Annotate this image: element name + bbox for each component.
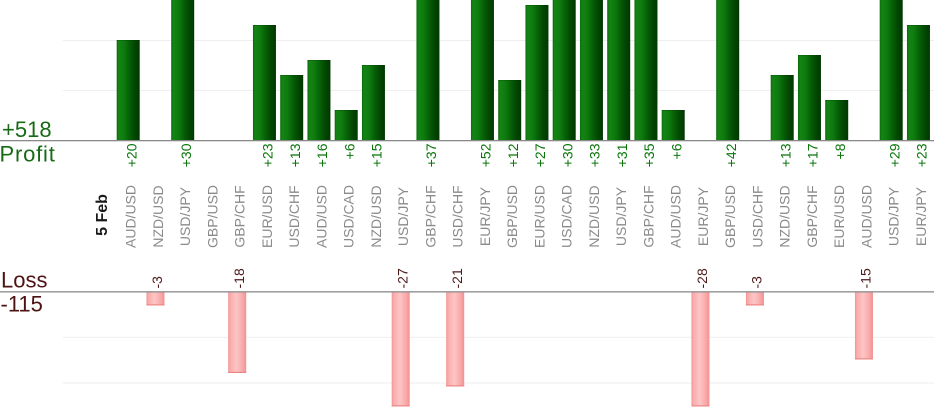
svg-text:-21: -21	[449, 268, 465, 288]
svg-text:+52: +52	[478, 143, 494, 167]
svg-text:+30: +30	[559, 143, 575, 167]
svg-text:-15: -15	[858, 268, 874, 288]
svg-text:AUD/USD: AUD/USD	[858, 185, 874, 248]
svg-text:EUR/USD: EUR/USD	[531, 185, 547, 248]
svg-text:USD/CHF: USD/CHF	[286, 185, 302, 247]
svg-text:GBP/CHF: GBP/CHF	[232, 185, 248, 247]
svg-text:GBP/USD: GBP/USD	[504, 185, 520, 248]
svg-text:-27: -27	[394, 268, 410, 288]
svg-text:USD/JPY: USD/JPY	[395, 186, 411, 246]
svg-text:+23: +23	[260, 143, 276, 167]
svg-text:-3: -3	[149, 276, 165, 289]
svg-text:+13: +13	[287, 143, 303, 167]
svg-text:+29: +29	[886, 143, 902, 167]
svg-text:AUD/USD: AUD/USD	[313, 185, 329, 248]
svg-text:GBP/CHF: GBP/CHF	[640, 185, 656, 247]
svg-text:+15: +15	[369, 143, 385, 167]
svg-text:+13: +13	[777, 143, 793, 167]
svg-text:+6: +6	[668, 143, 684, 159]
svg-text:EUR/JPY: EUR/JPY	[913, 186, 929, 246]
svg-text:GBP/USD: GBP/USD	[204, 185, 220, 248]
svg-text:USD/CHF: USD/CHF	[749, 185, 765, 247]
svg-text:+35: +35	[641, 143, 657, 167]
svg-text:5 Feb: 5 Feb	[94, 194, 111, 236]
svg-text:USD/JPY: USD/JPY	[613, 186, 629, 246]
svg-text:+518: +518	[2, 117, 52, 142]
svg-text:GBP/CHF: GBP/CHF	[804, 185, 820, 247]
svg-text:Profit: Profit	[0, 142, 56, 167]
svg-text:NZD/USD: NZD/USD	[777, 185, 793, 247]
svg-text:GBP/CHF: GBP/CHF	[422, 185, 438, 247]
svg-text:+8: +8	[832, 143, 848, 159]
svg-text:-28: -28	[694, 268, 710, 288]
svg-text:+27: +27	[532, 143, 548, 167]
svg-text:+31: +31	[614, 143, 630, 167]
svg-text:USD/CAD: USD/CAD	[559, 185, 575, 248]
svg-text:USD/JPY: USD/JPY	[177, 186, 193, 246]
svg-text:+37: +37	[423, 143, 439, 167]
svg-text:+17: +17	[805, 143, 821, 167]
svg-text:+20: +20	[123, 143, 139, 167]
svg-text:+12: +12	[505, 143, 521, 167]
svg-text:+30: +30	[178, 143, 194, 167]
svg-text:+23: +23	[914, 143, 930, 167]
svg-text:-3: -3	[749, 276, 765, 289]
svg-text:Loss: Loss	[1, 268, 47, 293]
svg-text:EUR/USD: EUR/USD	[831, 185, 847, 248]
svg-text:GBP/USD: GBP/USD	[722, 185, 738, 248]
svg-text:EUR/JPY: EUR/JPY	[477, 186, 493, 246]
svg-text:+42: +42	[723, 143, 739, 167]
svg-text:AUD/USD: AUD/USD	[123, 185, 139, 248]
svg-text:EUR/JPY: EUR/JPY	[695, 186, 711, 246]
svg-text:+16: +16	[314, 143, 330, 167]
svg-text:-115: -115	[1, 292, 43, 317]
svg-text:NZD/USD: NZD/USD	[586, 185, 602, 247]
svg-text:+6: +6	[341, 143, 357, 159]
svg-text:+33: +33	[587, 143, 603, 167]
svg-text:AUD/USD: AUD/USD	[668, 185, 684, 248]
svg-text:EUR/USD: EUR/USD	[259, 185, 275, 248]
svg-text:-18: -18	[231, 268, 247, 288]
svg-text:NZD/USD: NZD/USD	[150, 185, 166, 247]
svg-text:NZD/USD: NZD/USD	[368, 185, 384, 247]
svg-text:USD/CHF: USD/CHF	[450, 185, 466, 247]
svg-text:USD/CAD: USD/CAD	[341, 185, 357, 248]
svg-text:USD/JPY: USD/JPY	[886, 186, 902, 246]
